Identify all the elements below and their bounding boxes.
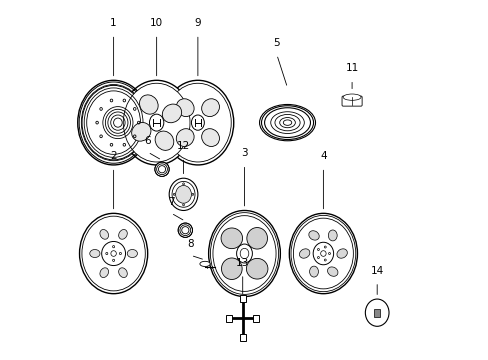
Ellipse shape: [162, 80, 233, 165]
Ellipse shape: [176, 129, 194, 147]
Text: 13: 13: [236, 258, 249, 268]
Ellipse shape: [312, 242, 333, 265]
Ellipse shape: [82, 85, 145, 160]
Ellipse shape: [365, 299, 388, 326]
Ellipse shape: [139, 95, 158, 114]
Ellipse shape: [343, 94, 360, 100]
Ellipse shape: [176, 99, 194, 117]
Ellipse shape: [111, 251, 116, 256]
Ellipse shape: [309, 266, 318, 277]
Ellipse shape: [90, 249, 100, 257]
Ellipse shape: [246, 228, 267, 249]
FancyBboxPatch shape: [373, 309, 380, 316]
Text: 5: 5: [273, 39, 280, 48]
Ellipse shape: [119, 268, 127, 278]
Text: 1: 1: [110, 18, 117, 28]
FancyBboxPatch shape: [239, 295, 245, 302]
Ellipse shape: [201, 129, 219, 147]
Ellipse shape: [327, 267, 337, 276]
Ellipse shape: [82, 216, 145, 291]
Ellipse shape: [131, 122, 151, 141]
Ellipse shape: [327, 230, 337, 241]
FancyBboxPatch shape: [225, 315, 232, 321]
Ellipse shape: [121, 80, 192, 165]
Ellipse shape: [336, 249, 346, 258]
Text: 3: 3: [241, 148, 247, 158]
Text: 12: 12: [177, 141, 190, 151]
Ellipse shape: [246, 258, 267, 279]
Ellipse shape: [201, 99, 219, 117]
Ellipse shape: [200, 261, 210, 266]
Ellipse shape: [175, 185, 191, 203]
Ellipse shape: [221, 258, 242, 279]
Text: 8: 8: [187, 239, 194, 249]
Text: 9: 9: [194, 18, 201, 28]
FancyBboxPatch shape: [239, 334, 245, 341]
Ellipse shape: [119, 230, 127, 239]
Text: 7: 7: [167, 197, 174, 207]
Ellipse shape: [162, 104, 181, 123]
Ellipse shape: [320, 251, 325, 256]
Ellipse shape: [208, 211, 280, 297]
Ellipse shape: [172, 181, 195, 207]
Ellipse shape: [100, 268, 108, 278]
Ellipse shape: [80, 213, 147, 294]
Ellipse shape: [102, 242, 125, 266]
Ellipse shape: [221, 228, 242, 249]
Text: 6: 6: [144, 136, 151, 146]
Ellipse shape: [100, 230, 108, 239]
Ellipse shape: [164, 83, 231, 162]
Ellipse shape: [169, 178, 198, 211]
Text: 14: 14: [370, 266, 383, 276]
Ellipse shape: [299, 249, 309, 258]
Ellipse shape: [155, 131, 173, 150]
Ellipse shape: [149, 114, 163, 131]
Ellipse shape: [236, 244, 252, 263]
Ellipse shape: [308, 231, 319, 240]
FancyBboxPatch shape: [341, 96, 362, 106]
Text: 11: 11: [345, 63, 358, 73]
Text: 4: 4: [320, 151, 326, 161]
Ellipse shape: [289, 213, 357, 294]
Ellipse shape: [178, 223, 192, 237]
Ellipse shape: [123, 83, 190, 162]
Text: 10: 10: [150, 18, 163, 28]
Ellipse shape: [127, 249, 137, 257]
Text: 2: 2: [110, 151, 117, 161]
Ellipse shape: [240, 248, 248, 259]
Ellipse shape: [155, 162, 169, 176]
Ellipse shape: [191, 115, 204, 130]
FancyBboxPatch shape: [253, 315, 259, 321]
